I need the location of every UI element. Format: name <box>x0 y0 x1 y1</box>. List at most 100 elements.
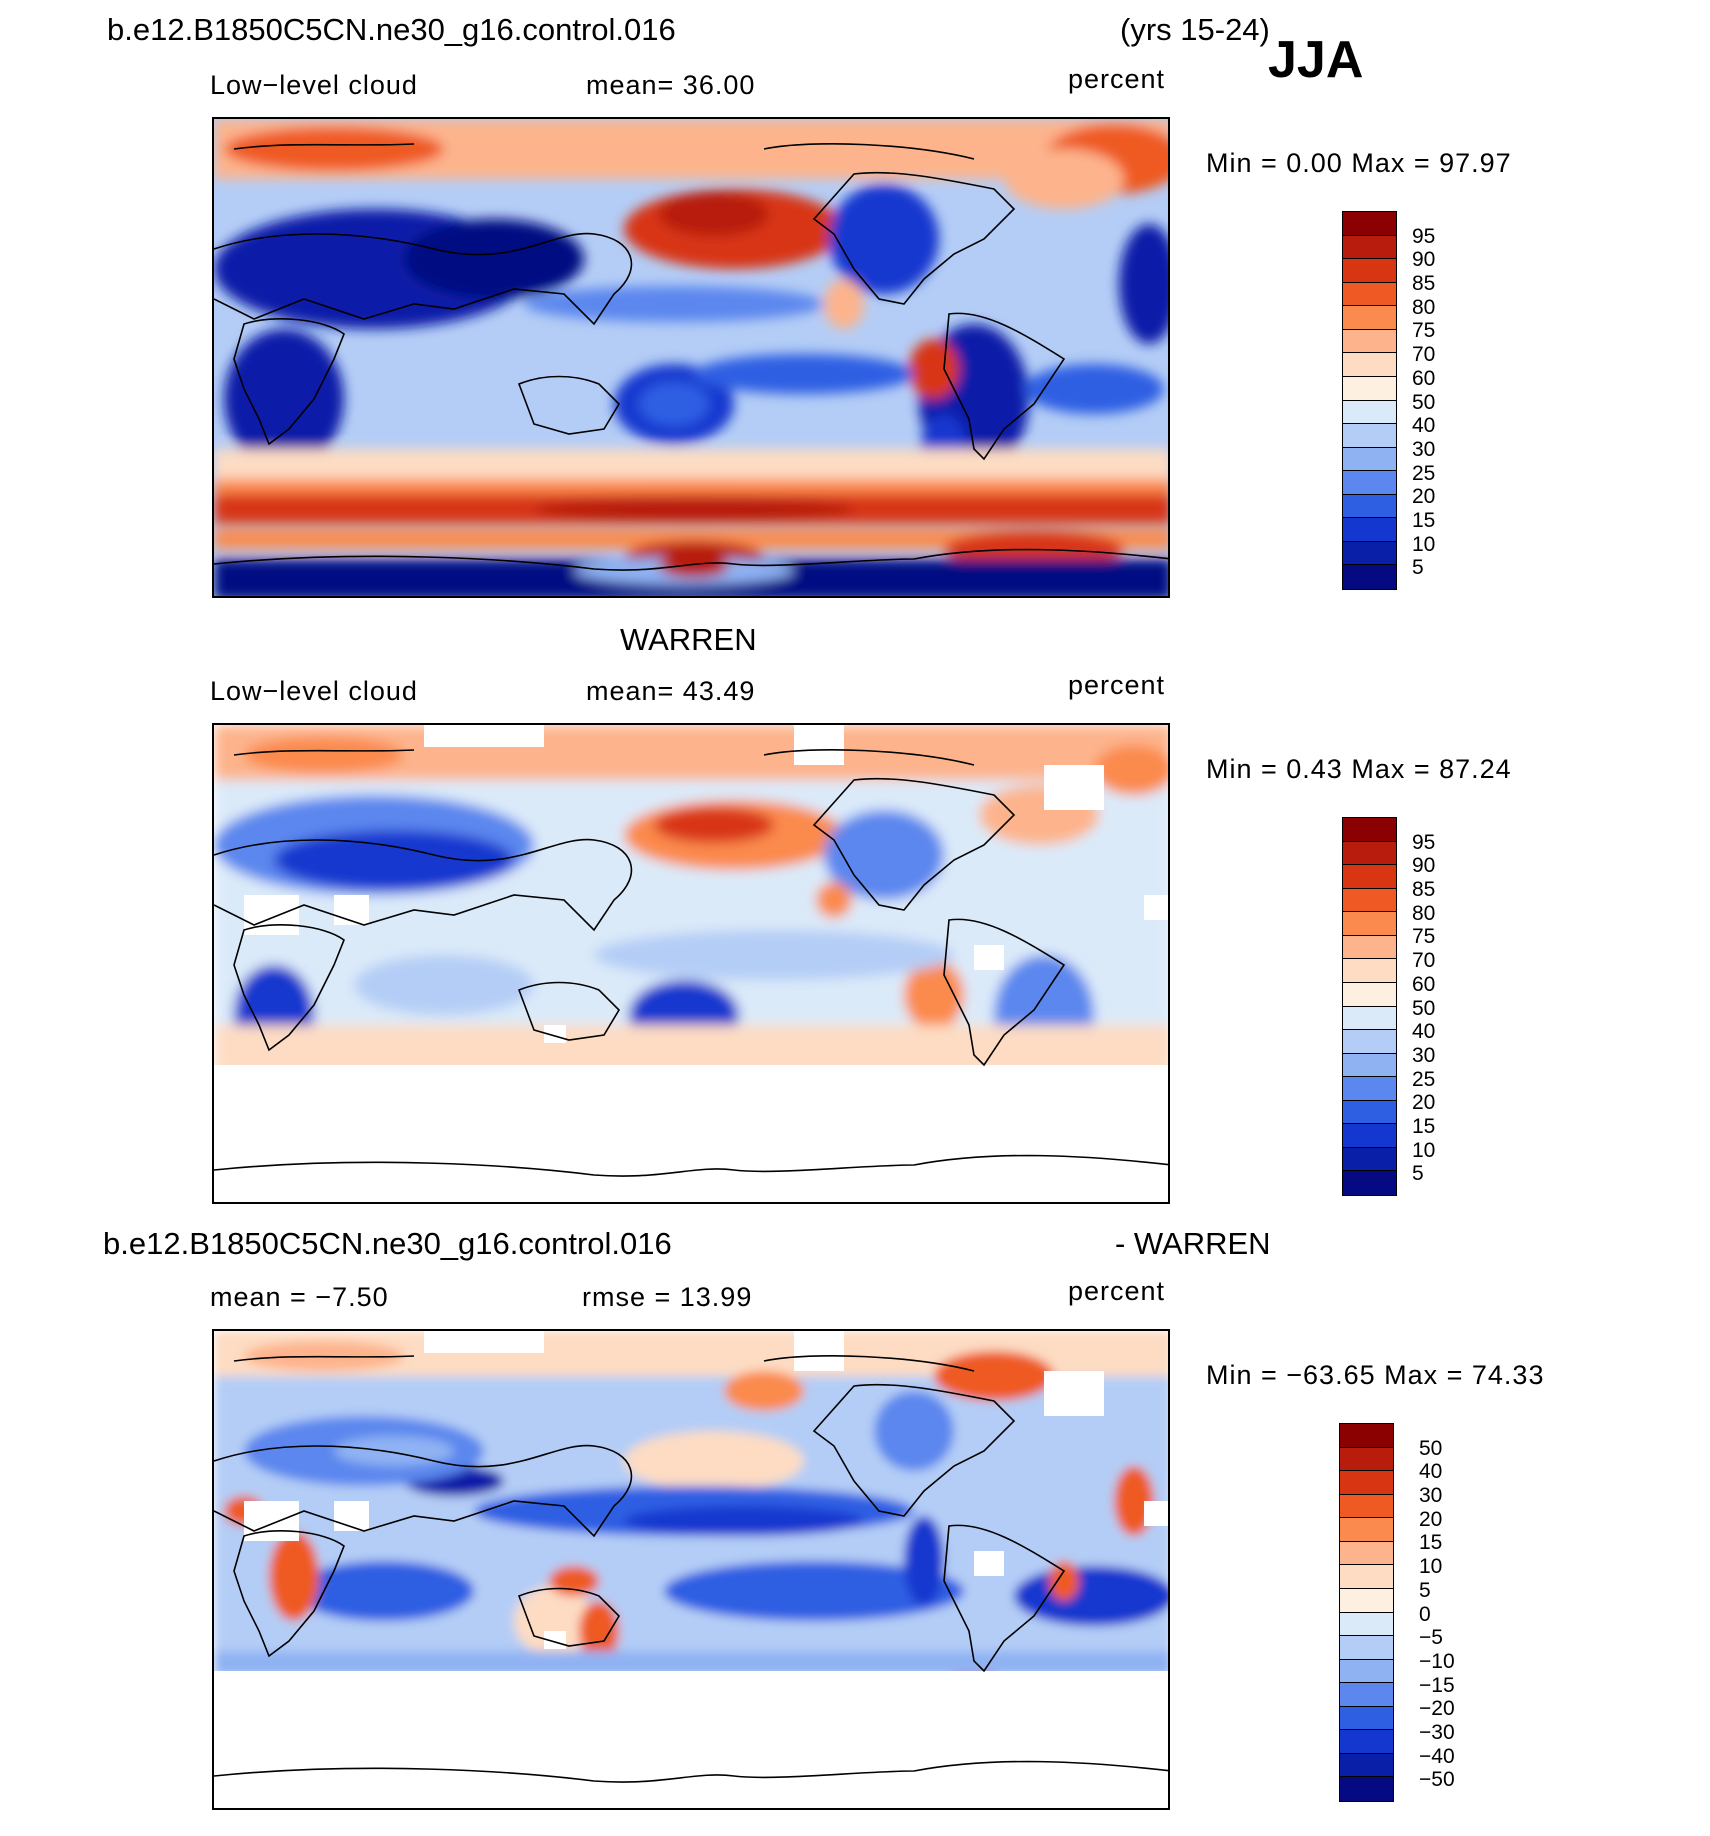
colorbar-tick-label: −10 <box>1419 1649 1455 1673</box>
colorbar-swatch <box>1343 494 1396 519</box>
colorbar-tick-label: 60 <box>1412 366 1436 390</box>
colorbar-swatch <box>1340 1659 1393 1684</box>
colorbar-tick-label: 85 <box>1412 272 1436 296</box>
colorbar-swatch <box>1340 1683 1393 1707</box>
panel3-map <box>212 1329 1170 1810</box>
colorbar-swatch <box>1340 1636 1393 1660</box>
colorbar-tick-label: 5 <box>1412 556 1424 580</box>
panel3-mean-label: mean = −7.50 <box>210 1282 389 1312</box>
colorbar-tick-label: −50 <box>1419 1768 1455 1792</box>
colorbar-tick-label: 5 <box>1412 1162 1424 1186</box>
colorbar-swatch <box>1343 1030 1396 1054</box>
colorbar-swatch <box>1340 1730 1393 1754</box>
colorbar-swatch <box>1343 329 1396 354</box>
colorbar-swatch <box>1340 1565 1393 1589</box>
colorbar-tick-label: 85 <box>1412 878 1436 902</box>
colorbar-swatch <box>1343 865 1396 889</box>
colorbar-tick-label: 50 <box>1412 996 1436 1020</box>
colorbar-tick-label: 60 <box>1412 972 1436 996</box>
colorbar-swatch <box>1343 235 1396 260</box>
colorbar-tick-label: −40 <box>1419 1744 1455 1768</box>
colorbar-swatch <box>1343 471 1396 495</box>
colorbar-swatch <box>1340 1706 1393 1731</box>
colorbar-swatch <box>1340 1518 1393 1542</box>
colorbar-swatch <box>1343 306 1396 330</box>
panel2-colorbar <box>1342 817 1397 1196</box>
colorbar-swatch <box>1340 1753 1393 1778</box>
colorbar-tick-label: 25 <box>1412 1067 1436 1091</box>
colorbar-tick-label: 20 <box>1419 1507 1443 1531</box>
panel3-rmse-label: rmse = 13.99 <box>582 1282 753 1312</box>
colorbar-tick-label: 80 <box>1412 901 1436 925</box>
colorbar-swatch <box>1343 1006 1396 1031</box>
case-title: b.e12.B1850C5CN.ne30_g16.control.016 <box>107 12 676 47</box>
panel2-minmax: Min = 0.43 Max = 87.24 <box>1206 754 1512 784</box>
colorbar-swatch <box>1343 1077 1396 1101</box>
panel1-map <box>212 117 1170 598</box>
panel3-colorbar <box>1339 1423 1394 1802</box>
colorbar-tick-label: 40 <box>1419 1460 1443 1484</box>
colorbar-swatch <box>1343 888 1396 913</box>
colorbar-swatch <box>1343 400 1396 425</box>
panel2-units-label: percent <box>1068 670 1166 700</box>
panel2-title: WARREN <box>620 622 757 657</box>
colorbar-tick-label: 70 <box>1412 949 1436 973</box>
colorbar-swatch <box>1340 1471 1393 1495</box>
colorbar-tick-label: 90 <box>1412 248 1436 272</box>
colorbar-swatch <box>1340 1494 1393 1519</box>
colorbar-tick-label: −15 <box>1419 1673 1455 1697</box>
colorbar-tick-label: 10 <box>1412 532 1436 556</box>
season-label: JJA <box>1268 31 1364 89</box>
colorbar-swatch <box>1343 212 1396 236</box>
colorbar-tick-label: 30 <box>1412 1043 1436 1067</box>
colorbar-swatch <box>1343 959 1396 983</box>
panel1-mean-label: mean= 36.00 <box>586 70 756 100</box>
colorbar-swatch <box>1340 1424 1393 1448</box>
colorbar-swatch <box>1343 282 1396 307</box>
colorbar-swatch <box>1343 1124 1396 1148</box>
colorbar-tick-label: 50 <box>1412 390 1436 414</box>
colorbar-swatch <box>1343 565 1396 589</box>
colorbar-tick-label: 80 <box>1412 295 1436 319</box>
colorbar-swatch <box>1340 1777 1393 1801</box>
colorbar-swatch <box>1343 982 1396 1007</box>
colorbar-swatch <box>1340 1541 1393 1566</box>
colorbar-swatch <box>1343 1100 1396 1125</box>
colorbar-tick-label: 70 <box>1412 343 1436 367</box>
panel2-variable-label: Low−level cloud <box>210 676 418 706</box>
colorbar-tick-label: 20 <box>1412 1091 1436 1115</box>
colorbar-swatch <box>1343 353 1396 377</box>
colorbar-swatch <box>1340 1612 1393 1637</box>
colorbar-tick-label: 40 <box>1412 414 1436 438</box>
colorbar-tick-label: 15 <box>1412 1114 1436 1138</box>
colorbar-tick-label: 95 <box>1412 224 1436 248</box>
colorbar-tick-label: 50 <box>1419 1436 1443 1460</box>
colorbar-tick-label: 90 <box>1412 854 1436 878</box>
panel2-mean-label: mean= 43.49 <box>586 676 756 706</box>
colorbar-tick-label: 0 <box>1419 1602 1431 1626</box>
panel3-units-label: percent <box>1068 1276 1166 1306</box>
colorbar-swatch <box>1343 1147 1396 1172</box>
panel1-minmax: Min = 0.00 Max = 97.97 <box>1206 148 1512 178</box>
colorbar-swatch <box>1343 912 1396 936</box>
colorbar-tick-label: −20 <box>1419 1697 1455 1721</box>
panel3-minmax: Min = −63.65 Max = 74.33 <box>1206 1360 1545 1390</box>
colorbar-swatch <box>1343 447 1396 472</box>
colorbar-tick-label: 30 <box>1419 1484 1443 1508</box>
colorbar-tick-label: 25 <box>1412 461 1436 485</box>
panel1-variable-label: Low−level cloud <box>210 70 418 100</box>
colorbar-tick-label: 20 <box>1412 485 1436 509</box>
colorbar-tick-label: 15 <box>1419 1531 1443 1555</box>
colorbar-swatch <box>1343 376 1396 401</box>
panel1-colorbar <box>1342 211 1397 590</box>
colorbar-swatch <box>1343 518 1396 542</box>
colorbar-tick-label: 5 <box>1419 1578 1431 1602</box>
colorbar-tick-label: 10 <box>1419 1555 1443 1579</box>
colorbar-swatch <box>1343 424 1396 448</box>
colorbar-swatch <box>1343 818 1396 842</box>
colorbar-tick-label: −30 <box>1419 1720 1455 1744</box>
panel2-map <box>212 723 1170 1204</box>
colorbar-swatch <box>1340 1447 1393 1472</box>
colorbar-swatch <box>1343 935 1396 960</box>
colorbar-swatch <box>1343 1171 1396 1195</box>
